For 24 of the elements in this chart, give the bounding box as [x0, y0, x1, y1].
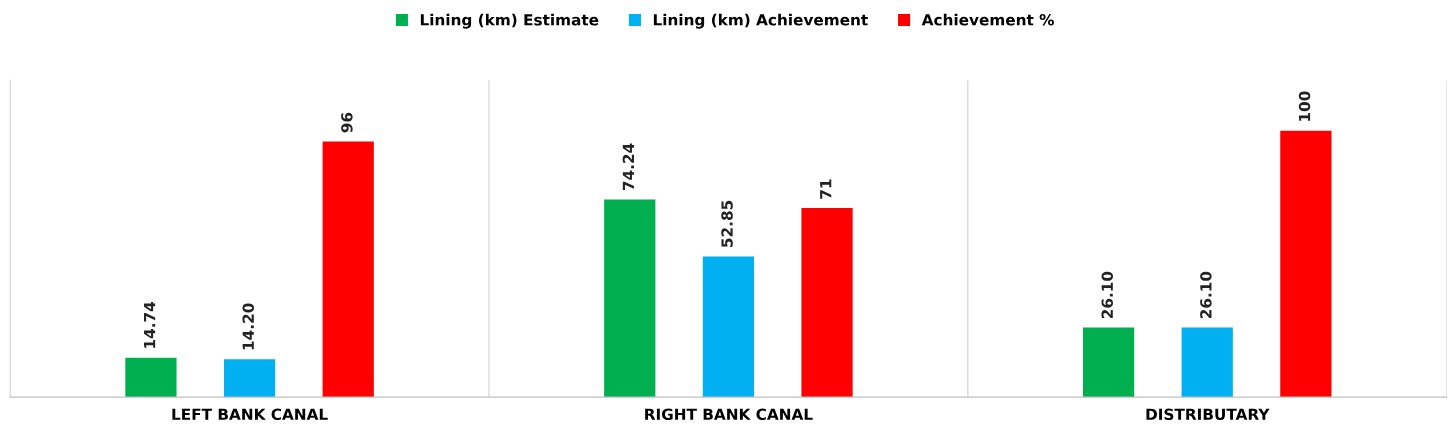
legend-label: Lining (km) Achievement — [653, 13, 868, 29]
data-label: 74.24 — [622, 143, 634, 191]
data-label: 14.74 — [144, 301, 156, 348]
bar — [702, 256, 755, 398]
bar — [801, 208, 853, 398]
x-tick-label: LEFT BANK CANAL — [172, 408, 328, 421]
legend-label: Achievement % — [921, 13, 1054, 26]
bar — [322, 141, 374, 398]
x-tick-label: RIGHT BANK CANAL — [645, 408, 813, 421]
bar — [1082, 327, 1135, 398]
bar — [223, 359, 276, 398]
bar — [604, 199, 656, 398]
bar — [1181, 327, 1233, 398]
x-tick-label: DISTRIBUTARY — [1146, 408, 1270, 421]
data-label: 26.10 — [1101, 271, 1114, 319]
data-label: 100 — [1298, 91, 1311, 121]
data-label: 14.20 — [242, 303, 254, 350]
data-label: 71 — [820, 179, 832, 199]
bar — [1280, 130, 1332, 398]
data-label: 26.10 — [1200, 271, 1212, 319]
bar — [125, 357, 177, 398]
legend-label: Lining (km) Estimate — [420, 13, 599, 29]
data-label: 96 — [341, 112, 353, 133]
data-label: 52.85 — [721, 200, 733, 247]
